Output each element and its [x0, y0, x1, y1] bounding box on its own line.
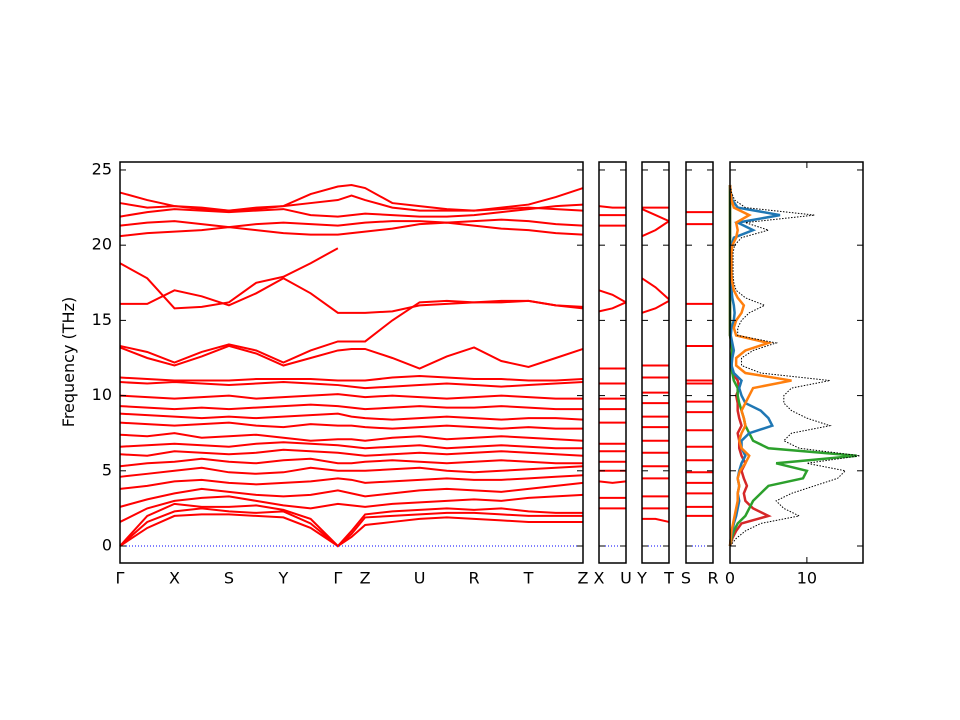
- x-tick-label: Γ: [116, 569, 125, 588]
- x-tick-label: T: [523, 569, 534, 588]
- band: [119, 432, 584, 442]
- band: [598, 301, 627, 313]
- panel-frame: [685, 161, 714, 564]
- band: [119, 474, 584, 490]
- x-tick-label: U: [414, 569, 426, 588]
- band: [119, 247, 339, 310]
- band: [641, 208, 670, 223]
- x-tick-label: Z: [578, 569, 589, 588]
- y-tick-label: 10: [92, 385, 112, 404]
- x-tick-label: T: [663, 569, 674, 588]
- band: [119, 502, 583, 548]
- y-tick-label: 25: [92, 159, 112, 178]
- x-tick-label: Y: [636, 569, 647, 588]
- x-tick-label: X: [169, 569, 180, 588]
- band: [119, 381, 584, 390]
- x-tick-label: S: [681, 569, 691, 588]
- band: [119, 194, 584, 212]
- band: [119, 481, 584, 508]
- band: [119, 375, 584, 382]
- band: [119, 393, 583, 400]
- band: [119, 203, 584, 218]
- band: [598, 205, 626, 209]
- band: [641, 220, 670, 238]
- band: [119, 457, 583, 468]
- x-tick-label: S: [224, 569, 234, 588]
- band: [119, 218, 584, 229]
- y-tick-label: 0: [102, 536, 112, 555]
- x-tick-label: U: [620, 569, 632, 588]
- band: [119, 183, 584, 212]
- y-tick-label: 15: [92, 310, 112, 329]
- band: [119, 513, 583, 548]
- x-tick-label: 10: [797, 569, 817, 588]
- y-axis-label: Frequency (THz): [59, 297, 78, 427]
- panel-frame: [641, 161, 670, 564]
- band: [119, 465, 584, 478]
- band: [120, 277, 584, 314]
- band: [641, 277, 670, 301]
- x-tick-label: Z: [360, 569, 371, 588]
- band: [119, 412, 584, 421]
- band: [119, 403, 583, 411]
- band: [119, 493, 584, 523]
- panel-frame: [729, 161, 864, 564]
- band: [119, 441, 583, 450]
- total-dos: [729, 184, 860, 547]
- x-tick-label: Y: [278, 569, 289, 588]
- band: [119, 299, 584, 364]
- panel-frame: [598, 161, 627, 564]
- x-tick-label: X: [594, 569, 605, 588]
- band: [119, 507, 583, 548]
- x-tick-label: Γ: [333, 569, 342, 588]
- x-tick-label: R: [468, 569, 479, 588]
- band: [642, 517, 670, 523]
- band: [119, 344, 584, 370]
- band: [641, 299, 670, 314]
- band: [119, 448, 584, 457]
- band: [119, 421, 583, 430]
- x-tick-label: R: [707, 569, 718, 588]
- x-tick-label: 0: [725, 569, 735, 588]
- y-tick-label: 20: [92, 235, 112, 254]
- band: [598, 480, 627, 484]
- band: [598, 289, 627, 304]
- panel-frame: [119, 161, 584, 564]
- y-tick-label: 5: [102, 460, 112, 479]
- band: [119, 221, 584, 238]
